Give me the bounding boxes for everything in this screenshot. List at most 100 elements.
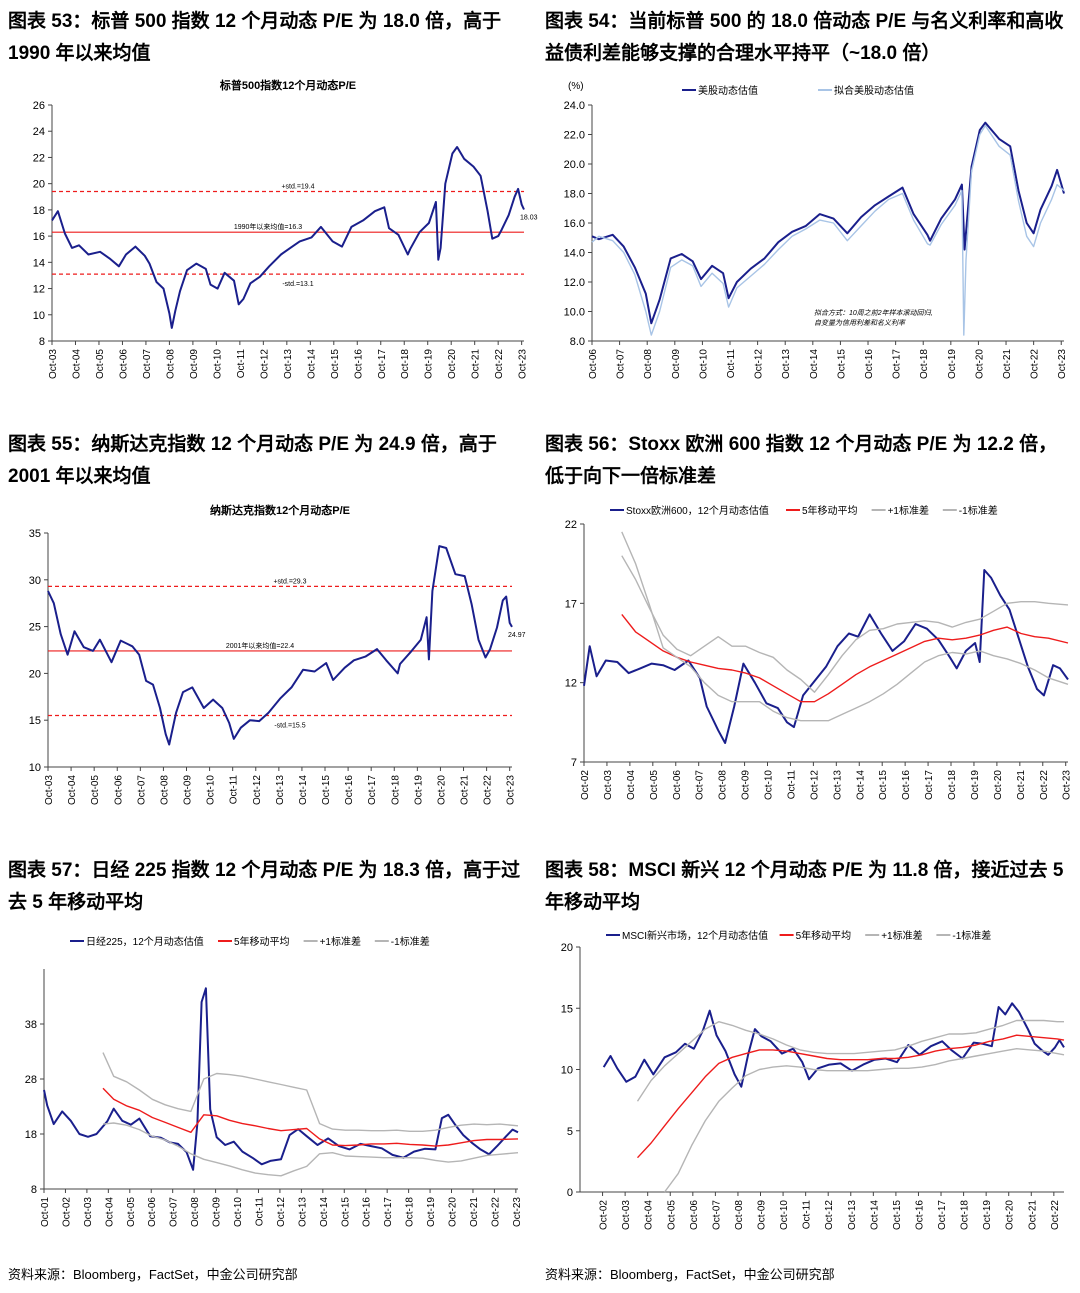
series-line xyxy=(621,613,1069,703)
reference-line-label: +std.=19.4 xyxy=(281,184,314,191)
figure-title-57: 图表 57：日经 225 指数 12 个月动态 P/E 为 18.3 倍，高于过… xyxy=(8,860,521,913)
legend-label: Stoxx欧洲600，12个月动态估值 xyxy=(626,504,769,517)
x-tick-label: Oct-15 xyxy=(321,775,332,805)
x-tick-label: Oct-19 xyxy=(426,1197,437,1227)
y-tick-label: 28 xyxy=(25,1074,37,1086)
y-tick-label: 18 xyxy=(25,1129,37,1141)
series-line xyxy=(591,121,1065,325)
x-tick-label: Oct-04 xyxy=(71,349,82,379)
y-tick-label: 20 xyxy=(29,668,41,680)
y-tick-label: 8 xyxy=(39,336,45,348)
legend-label: -1标准差 xyxy=(959,504,998,517)
x-tick-label: Oct-10 xyxy=(206,775,217,805)
x-tick-label: Oct-07 xyxy=(142,349,153,379)
x-tick-label: Oct-22 xyxy=(490,1197,501,1227)
x-tick-label: Oct-13 xyxy=(781,349,792,379)
x-tick-label: Oct-02 xyxy=(61,1197,72,1227)
y-tick-label: 10 xyxy=(561,1065,573,1077)
series-line xyxy=(602,1002,1065,1088)
x-tick-label: Oct-10 xyxy=(764,770,775,800)
x-tick-label: Oct-03 xyxy=(44,775,55,805)
x-tick-label: Oct-12 xyxy=(754,349,765,379)
x-tick-label: Oct-11 xyxy=(726,349,737,379)
x-tick-label: Oct-03 xyxy=(603,770,614,800)
y-tick-label: 10 xyxy=(33,310,45,322)
y-tick-label: 18 xyxy=(33,205,45,217)
x-tick-label: Oct-08 xyxy=(159,775,170,805)
x-tick-label: Oct-03 xyxy=(621,1200,632,1230)
y-tick-label: 5 xyxy=(567,1126,573,1138)
x-tick-label: Oct-23 xyxy=(1057,349,1068,379)
chart-annotation: 拟合方式：10周之前2年样本滚动回归, xyxy=(814,309,933,317)
series-line xyxy=(47,545,513,746)
x-tick-label: Oct-22 xyxy=(483,775,494,805)
figure-title-58: 图表 58：MSCI 新兴 12 个月动态 P/E 为 11.8 倍，接近过去 … xyxy=(545,860,1064,913)
y-tick-label: 12 xyxy=(33,284,45,296)
x-tick-label: Oct-14 xyxy=(319,1197,330,1227)
x-tick-label: Oct-21 xyxy=(460,775,471,805)
x-tick-label: Oct-14 xyxy=(298,775,309,805)
x-tick-label: Oct-05 xyxy=(95,349,106,379)
chart-sp500-fitted-pe: (%) 8.0 10.0 12.0 14.0 16.0 18.0 20.0 22.0 24.0 Oc… xyxy=(564,81,1069,379)
x-tick-label: Oct-17 xyxy=(892,349,903,379)
x-tick-label: Oct-09 xyxy=(741,770,752,800)
x-tick-label: Oct-12 xyxy=(259,349,270,379)
x-tick-label: Oct-19 xyxy=(947,349,958,379)
y-tick-label: 15 xyxy=(561,1003,573,1015)
x-tick-label: Oct-18 xyxy=(390,775,401,805)
reference-line-label: 2001年以来均值=22.4 xyxy=(226,641,294,650)
x-tick-label: Oct-22 xyxy=(494,349,505,379)
x-tick-label: Oct-21 xyxy=(1002,349,1013,379)
figure-title-55: 图表 55：纳斯达克指数 12 个月动态 P/E 为 24.9 倍，高于 200… xyxy=(8,434,497,487)
chart-nikkei225-pe: 8 18 28 38 Oct-01 Oct-02 Oct-03 Oct-04 Oct-05 Oct… xyxy=(25,935,523,1227)
x-tick-label: Oct-20 xyxy=(993,770,1004,800)
x-tick-label: Oct-06 xyxy=(672,770,683,800)
x-tick-label: Oct-09 xyxy=(183,775,194,805)
y-tick-label: 17 xyxy=(565,598,577,610)
legend-label: 5年移动平均 xyxy=(234,935,290,948)
y-tick-label: 22 xyxy=(565,519,577,531)
x-tick-label: Oct-19 xyxy=(424,349,435,379)
x-tick-label: Oct-16 xyxy=(901,770,912,800)
x-tick-label: Oct-14 xyxy=(809,349,820,379)
x-tick-label: Oct-08 xyxy=(190,1197,201,1227)
x-tick-label: Oct-18 xyxy=(960,1200,971,1230)
x-tick-label: Oct-12 xyxy=(252,775,263,805)
x-tick-label: Oct-18 xyxy=(405,1197,416,1227)
x-tick-label: Oct-20 xyxy=(447,349,458,379)
x-tick-label: Oct-09 xyxy=(212,1197,223,1227)
series-line xyxy=(636,1034,1065,1159)
x-tick-label: Oct-21 xyxy=(1027,1200,1038,1230)
x-tick-label: Oct-04 xyxy=(104,1197,115,1227)
x-tick-label: Oct-08 xyxy=(734,1200,745,1230)
x-tick-label: Oct-20 xyxy=(436,775,447,805)
series-line xyxy=(51,146,525,329)
x-tick-label: Oct-02 xyxy=(580,770,591,800)
reference-line-label: 1990年以来均值=16.3 xyxy=(234,222,302,231)
series-line xyxy=(102,1052,519,1133)
x-tick-label: Oct-22 xyxy=(1050,1200,1061,1230)
chart-sp500-pe: 标普500指数12个月动态P/E 8 10 12 14 16 18 20 22 24 26 Oct-0… xyxy=(33,78,538,379)
chart-msci-em-pe: 0 5 10 15 20 Oct-02 Oct-03 Oct-04 Oct-05 Oct-06 Oc… xyxy=(561,929,1065,1230)
x-tick-label: Oct-07 xyxy=(695,770,706,800)
y-tick-label: 20 xyxy=(33,179,45,191)
x-tick-label: Oct-15 xyxy=(330,349,341,379)
x-tick-label: Oct-13 xyxy=(297,1197,308,1227)
x-tick-label: Oct-20 xyxy=(1005,1200,1016,1230)
x-tick-label: Oct-11 xyxy=(236,349,247,379)
source-note-left: 资料来源：Bloomberg，FactSet，中金公司研究部 xyxy=(8,1267,298,1282)
x-tick-label: Oct-17 xyxy=(367,775,378,805)
legend-label: 5年移动平均 xyxy=(796,929,852,942)
x-tick-label: Oct-06 xyxy=(113,775,124,805)
reference-line-label: +std.=29.3 xyxy=(273,578,306,585)
figure-title-54: 图表 54：当前标普 500 的 18.0 倍动态 P/E 与名义利率和高收益债… xyxy=(545,11,1064,64)
y-tick-label: 12.0 xyxy=(564,277,585,289)
x-tick-label: Oct-12 xyxy=(809,770,820,800)
x-tick-label: Oct-06 xyxy=(689,1200,700,1230)
x-tick-label: Oct-12 xyxy=(824,1200,835,1230)
x-tick-label: Oct-21 xyxy=(1016,770,1027,800)
x-tick-label: Oct-11 xyxy=(786,770,797,800)
x-tick-label: Oct-09 xyxy=(671,349,682,379)
x-tick-label: Oct-16 xyxy=(344,775,355,805)
y-tick-label: 10 xyxy=(29,762,41,774)
